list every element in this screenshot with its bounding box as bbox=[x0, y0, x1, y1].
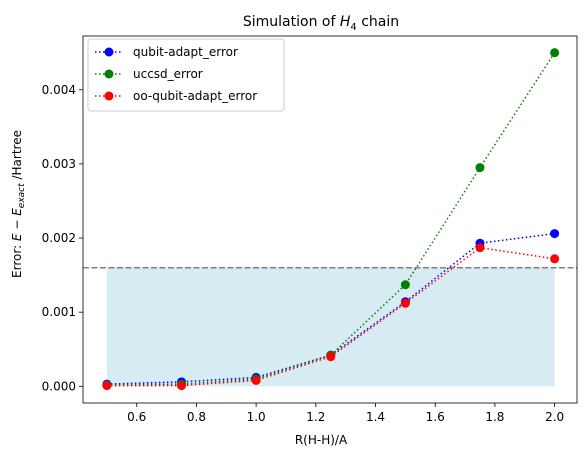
plot-frame bbox=[82, 35, 578, 404]
y-tick-label: 0.002 bbox=[42, 231, 76, 245]
legend-label: oo-qubit-adapt_error bbox=[133, 89, 257, 103]
series-layer bbox=[102, 48, 560, 391]
x-tick-label: 2.0 bbox=[545, 410, 564, 424]
y-label-prefix: Error: bbox=[10, 241, 24, 278]
legend-marker bbox=[104, 47, 114, 57]
x-axis-label: R(H-H)/A bbox=[295, 433, 348, 447]
legend: qubit-adapt_error uccsd_error oo-qubit-ada… bbox=[87, 38, 285, 112]
x-tick-label: 0.8 bbox=[187, 410, 206, 424]
x-tick-label: 0.6 bbox=[127, 410, 146, 424]
y-tick-label: 0.004 bbox=[42, 83, 76, 97]
legend-marker bbox=[104, 69, 114, 79]
data-point bbox=[475, 243, 485, 253]
data-point bbox=[102, 381, 112, 391]
chart-title: Simulation of H4 chain bbox=[243, 14, 399, 33]
y-tick-label: 0.000 bbox=[42, 379, 76, 393]
y-axis-label: Error: E − Eexact /Hartree bbox=[10, 130, 27, 278]
x-tick-label: 1.6 bbox=[426, 410, 445, 424]
data-point bbox=[400, 298, 410, 308]
data-point bbox=[475, 163, 485, 173]
data-point bbox=[550, 48, 560, 58]
y-tick-label: 0.001 bbox=[42, 305, 76, 319]
title-math-main: H bbox=[340, 14, 351, 30]
data-point bbox=[550, 254, 560, 264]
y-label-math: E − E bbox=[10, 208, 24, 241]
title-math-sub: 4 bbox=[350, 22, 356, 33]
legend-box bbox=[87, 38, 285, 112]
y-axis-ticks: 0.000 0.001 0.002 0.003 0.004 bbox=[42, 83, 83, 393]
legend-marker bbox=[104, 91, 114, 101]
x-tick-label: 1.0 bbox=[247, 410, 266, 424]
legend-label: uccsd_error bbox=[133, 67, 203, 81]
shaded-region bbox=[106, 267, 555, 387]
y-label-sub: exact bbox=[17, 183, 27, 208]
series-oo-qubit-adapt_error bbox=[102, 243, 560, 391]
data-point bbox=[251, 375, 261, 385]
legend-label: qubit-adapt_error bbox=[133, 45, 238, 59]
y-label-suffix: /Hartree bbox=[10, 130, 24, 183]
data-point bbox=[326, 352, 336, 362]
y-tick-label: 0.003 bbox=[42, 157, 76, 171]
data-point bbox=[400, 280, 410, 290]
title-suffix: chain bbox=[357, 14, 399, 30]
data-point bbox=[177, 381, 187, 391]
title-prefix: Simulation of bbox=[243, 14, 340, 30]
x-tick-label: 1.4 bbox=[366, 410, 385, 424]
x-tick-label: 1.2 bbox=[306, 410, 325, 424]
x-axis-ticks: 0.6 0.8 1.0 1.2 1.4 1.6 1.8 2.0 bbox=[127, 403, 564, 424]
x-tick-label: 1.8 bbox=[485, 410, 504, 424]
data-point bbox=[550, 229, 560, 239]
legend-items: qubit-adapt_error uccsd_error oo-qubit-ada… bbox=[95, 45, 257, 103]
